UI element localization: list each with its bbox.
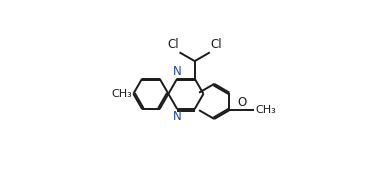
- Text: Cl: Cl: [167, 38, 179, 52]
- Text: Cl: Cl: [211, 38, 223, 52]
- Text: N: N: [173, 110, 182, 123]
- Text: N: N: [173, 65, 182, 78]
- Text: CH₃: CH₃: [255, 105, 276, 115]
- Text: CH₃: CH₃: [111, 89, 132, 99]
- Text: O: O: [237, 96, 246, 109]
